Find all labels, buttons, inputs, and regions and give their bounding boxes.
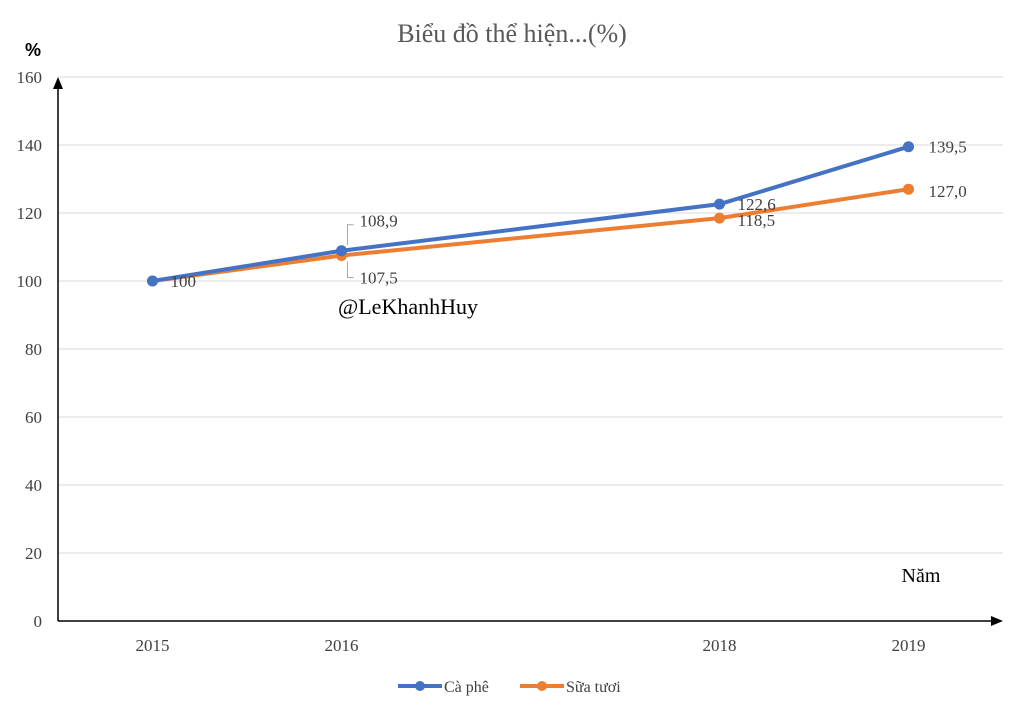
y-tick-label-140: 140 bbox=[17, 136, 43, 155]
data-label-series-0-2018: 122,6 bbox=[738, 195, 776, 214]
y-axis-unit: % bbox=[25, 40, 41, 60]
legend-marker-1 bbox=[537, 681, 547, 691]
x-tick-label-2019: 2019 bbox=[892, 636, 926, 655]
data-label-series-1-2019: 127,0 bbox=[929, 182, 967, 201]
x-tick-label-2018: 2018 bbox=[703, 636, 737, 655]
y-tick-label-40: 40 bbox=[25, 476, 42, 495]
label-leader-lines bbox=[347, 224, 354, 278]
series-0-point-2018 bbox=[714, 198, 725, 210]
y-tick-label-160: 160 bbox=[17, 68, 43, 87]
y-tick-label-100: 100 bbox=[17, 272, 43, 291]
y-tick-label-60: 60 bbox=[25, 408, 42, 427]
leader-line-series-0-2016 bbox=[347, 224, 354, 245]
legend: Cà phê Sữa tươi bbox=[398, 679, 621, 696]
y-tick-labels: 0 20 40 60 80 100 120 140 160 bbox=[17, 68, 43, 631]
data-labels: 100 108,9 122,6 139,5 107,5 118,5 127,0 bbox=[171, 138, 967, 291]
leader-line-series-1-2016 bbox=[347, 261, 354, 278]
y-tick-label-80: 80 bbox=[25, 340, 42, 359]
gridlines bbox=[58, 76, 1003, 554]
series-line-1 bbox=[150, 187, 911, 283]
data-label-series-0-2015: 100 bbox=[171, 272, 197, 291]
chart-title: Biểu đồ thể hiện...(%) bbox=[397, 19, 627, 48]
legend-marker-0 bbox=[415, 681, 425, 691]
data-label-series-0-2019: 139,5 bbox=[929, 138, 967, 157]
series-1-point-2019 bbox=[903, 183, 914, 195]
series-1-point-2018 bbox=[714, 212, 725, 224]
x-axis-name: Năm bbox=[902, 565, 941, 587]
series-0-point-2015 bbox=[147, 275, 158, 287]
watermark: @LeKhanhHuy bbox=[338, 294, 478, 319]
x-axis-arrow bbox=[991, 616, 1003, 626]
series-line-0 bbox=[150, 144, 911, 283]
axes bbox=[53, 77, 1003, 626]
x-tick-labels: 2015 2016 2018 2019 bbox=[136, 636, 926, 655]
series-0-point-2016 bbox=[336, 245, 347, 257]
legend-label-0: Cà phê bbox=[444, 679, 489, 696]
legend-label-1: Sữa tươi bbox=[566, 679, 621, 696]
y-tick-label-20: 20 bbox=[25, 544, 42, 563]
x-tick-label-2016: 2016 bbox=[325, 636, 359, 655]
data-label-series-1-2018: 118,5 bbox=[738, 211, 776, 230]
series-0-point-2019 bbox=[903, 141, 914, 153]
data-label-series-0-2016: 108,9 bbox=[360, 212, 398, 231]
y-tick-label-0: 0 bbox=[34, 612, 43, 631]
data-label-series-1-2016: 107,5 bbox=[360, 269, 398, 288]
x-tick-label-2015: 2015 bbox=[136, 636, 170, 655]
y-tick-label-120: 120 bbox=[17, 204, 43, 223]
series bbox=[147, 141, 914, 287]
y-axis-arrow bbox=[53, 77, 63, 89]
